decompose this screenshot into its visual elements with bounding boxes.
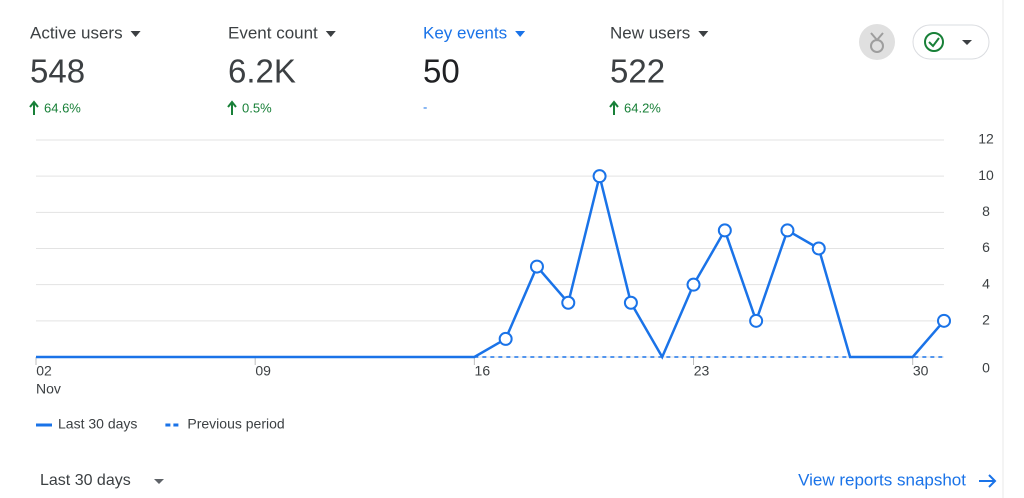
data-point bbox=[498, 331, 513, 346]
data-point bbox=[811, 241, 826, 256]
data-point bbox=[623, 295, 638, 310]
data-point bbox=[561, 295, 576, 310]
badge-icon[interactable] bbox=[859, 24, 895, 60]
link-arrow bbox=[979, 474, 997, 488]
x-tick-label: 16 bbox=[475, 363, 491, 379]
y-tick-label: 8 bbox=[982, 203, 990, 219]
metric-value: 50 bbox=[423, 53, 460, 90]
metric-value: 522 bbox=[610, 53, 665, 90]
up-arrow bbox=[227, 100, 237, 115]
data-point bbox=[749, 313, 764, 328]
check bbox=[928, 37, 940, 48]
metric-name[interactable]: New users bbox=[610, 23, 690, 42]
y-tick-label: 10 bbox=[978, 167, 994, 183]
metric-change: 0.5% bbox=[242, 100, 272, 115]
data-point bbox=[686, 277, 701, 292]
check-circle bbox=[924, 32, 944, 52]
up-arrow bbox=[609, 100, 619, 115]
up-arrow bbox=[29, 100, 39, 115]
dropdown-arrow bbox=[130, 31, 141, 37]
x-tick-label: 09 bbox=[255, 363, 271, 379]
x-tick-label: 30 bbox=[913, 363, 929, 379]
x-tick-label: 02 bbox=[36, 363, 52, 379]
metric-change: - bbox=[423, 99, 427, 114]
reports-link[interactable]: View reports snapshot bbox=[798, 470, 966, 489]
x-sublabel: Nov bbox=[36, 381, 61, 397]
data-point bbox=[717, 223, 732, 238]
data-point bbox=[592, 169, 607, 184]
data-point bbox=[937, 313, 951, 328]
metric-name[interactable]: Active users bbox=[30, 23, 123, 42]
metric-value: 548 bbox=[30, 53, 85, 90]
x-tick-label: 23 bbox=[694, 363, 710, 379]
medal bbox=[870, 32, 885, 53]
metric-value: 6.2K bbox=[228, 53, 296, 90]
legend-label: Previous period bbox=[187, 416, 284, 432]
dropdown-arrow bbox=[962, 40, 972, 45]
dropdown-arrow bbox=[325, 31, 336, 37]
metric-change: 64.6% bbox=[44, 100, 81, 115]
data-point bbox=[529, 259, 544, 274]
legend-label: Last 30 days bbox=[58, 416, 137, 432]
metric-name[interactable]: Event count bbox=[228, 23, 318, 42]
y-tick-label: 0 bbox=[982, 360, 990, 376]
range-selector[interactable]: Last 30 days bbox=[40, 472, 131, 489]
metric-change: 64.2% bbox=[624, 100, 661, 115]
dropdown-arrow bbox=[698, 31, 709, 37]
metric-name[interactable]: Key events bbox=[423, 23, 507, 42]
y-tick-label: 6 bbox=[982, 239, 990, 255]
y-tick-label: 2 bbox=[982, 312, 990, 328]
y-tick-label: 12 bbox=[978, 131, 994, 147]
series-line bbox=[36, 175, 945, 360]
y-tick-label: 4 bbox=[982, 275, 990, 291]
dropdown-arrow bbox=[154, 479, 164, 484]
dropdown-arrow bbox=[515, 31, 526, 37]
data-point bbox=[780, 223, 795, 238]
